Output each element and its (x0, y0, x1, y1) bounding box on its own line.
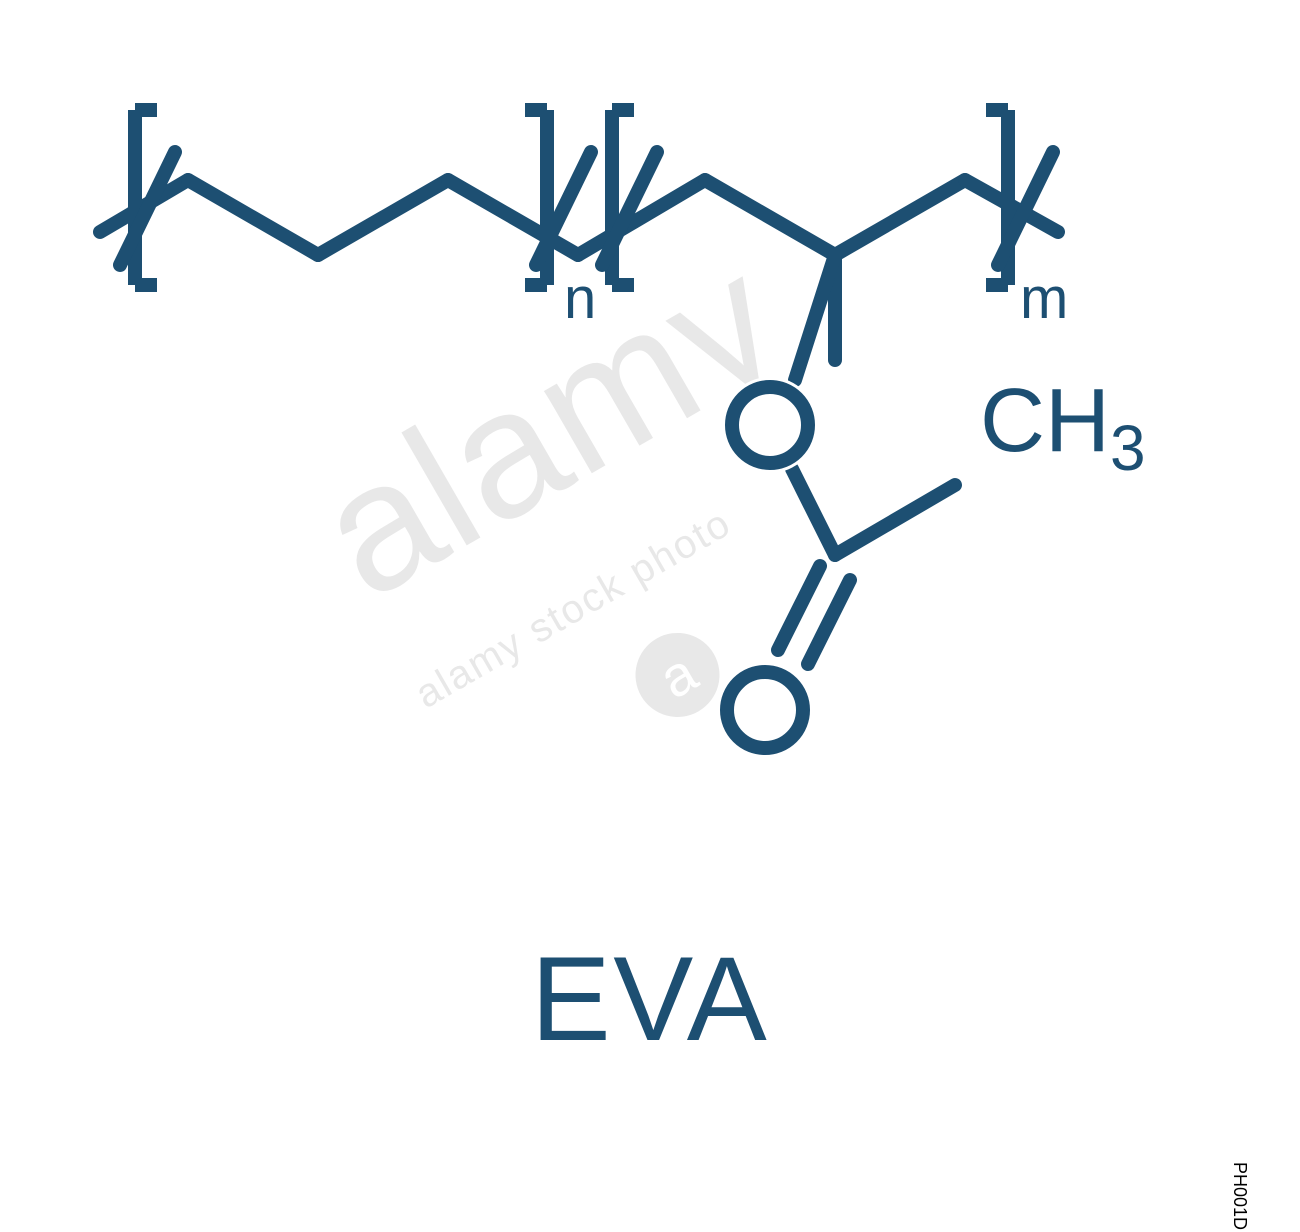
image-id-badge: PH001D (1225, 1160, 1254, 1232)
subscript-n: n (564, 265, 596, 332)
compound-name: EVA (531, 930, 769, 1068)
ch3-atom-label: CH3 (980, 370, 1146, 485)
subscript-m: m (1020, 265, 1068, 332)
